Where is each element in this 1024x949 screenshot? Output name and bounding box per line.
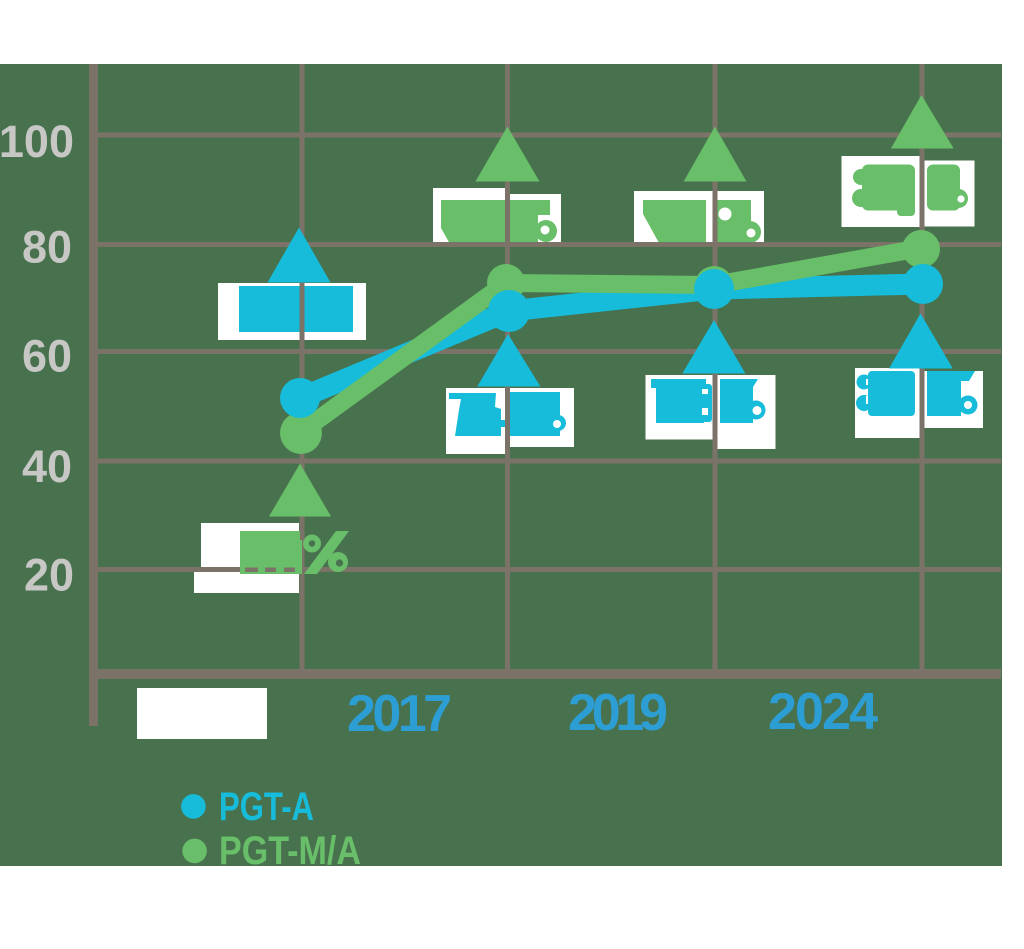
svg-text:2024: 2024 [768,683,878,741]
svg-text:2017: 2017 [347,685,452,743]
svg-text:80: 80 [22,222,72,273]
svg-text:20: 20 [24,550,74,601]
svg-text:60: 60 [22,331,72,382]
svg-text:100: 100 [0,116,74,167]
svg-text:PGT-A: PGT-A [219,785,314,829]
svg-text:2019: 2019 [568,684,668,742]
svg-text:PGT-M/A: PGT-M/A [219,829,361,873]
svg-text:40: 40 [22,441,72,492]
